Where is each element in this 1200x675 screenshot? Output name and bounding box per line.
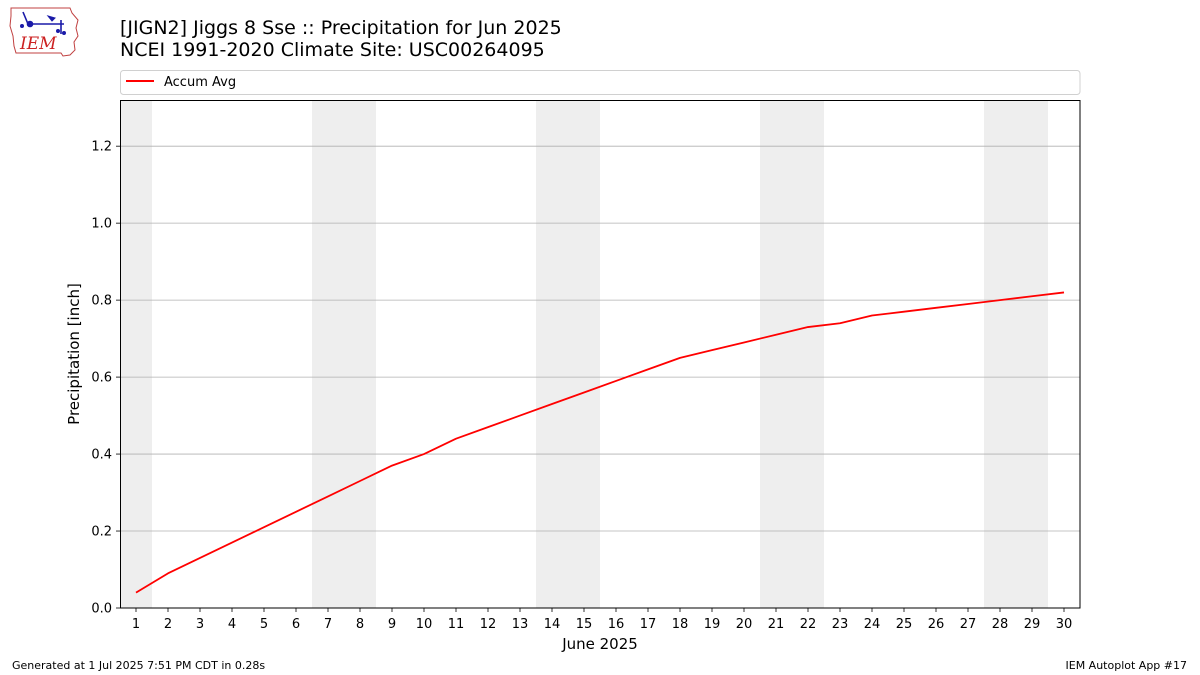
x-tick-label: 17 <box>640 617 657 632</box>
x-tick-label: 10 <box>416 617 433 632</box>
x-tick-label: 22 <box>800 617 817 632</box>
weekend-band <box>760 100 824 608</box>
x-tick-label: 29 <box>1024 617 1041 632</box>
weekend-band <box>984 100 1048 608</box>
logo-text: IEM <box>19 34 57 54</box>
x-axis: 1 2 3 4 5 6 7 8 9 10 11 12 13 14 15 16 17 18 19 20 21 22 23 24 2… <box>132 608 1072 632</box>
x-tick-label: 8 <box>356 617 364 632</box>
weekend-band <box>536 100 600 608</box>
x-tick-label: 20 <box>736 617 753 632</box>
generated-footnote: Generated at 1 Jul 2025 7:51 PM CDT in 0… <box>12 659 266 672</box>
weather-station-icon <box>20 11 66 35</box>
x-tick-label: 15 <box>576 617 593 632</box>
legend: Accum Avg <box>120 70 1081 95</box>
x-tick-label: 18 <box>672 617 689 632</box>
y-axis: 0.0 0.2 0.4 0.6 0.8 1.0 1.2 <box>91 140 120 617</box>
y-tick-label: 0.0 <box>91 602 112 617</box>
chart-title: [JIGN2] Jiggs 8 Sse :: Precipitation for… <box>120 17 562 39</box>
gridlines <box>120 145 1080 532</box>
y-tick-label: 1.0 <box>91 217 112 232</box>
x-tick-label: 2 <box>164 617 172 632</box>
y-tick-label: 0.4 <box>91 448 112 463</box>
x-tick-label: 24 <box>864 617 881 632</box>
x-tick-label: 27 <box>960 617 977 632</box>
legend-label: Accum Avg <box>164 75 236 90</box>
y-tick-label: 0.8 <box>91 294 112 309</box>
series-group <box>135 291 1065 594</box>
x-tick-label: 28 <box>992 617 1009 632</box>
x-tick-label: 1 <box>132 617 140 632</box>
x-tick-label: 4 <box>228 617 236 632</box>
x-tick-label: 21 <box>768 617 785 632</box>
x-tick-label: 16 <box>608 617 625 632</box>
x-tick-label: 26 <box>928 617 945 632</box>
x-tick-label: 3 <box>196 617 204 632</box>
chart-subtitle: NCEI 1991-2020 Climate Site: USC00264095 <box>120 39 545 61</box>
y-axis-label: Precipitation [inch] <box>65 283 83 425</box>
y-tick-label: 0.6 <box>91 371 112 386</box>
x-tick-label: 30 <box>1056 617 1073 632</box>
x-tick-label: 7 <box>324 617 332 632</box>
weekend-bands <box>120 100 1048 608</box>
y-tick-label: 0.2 <box>91 525 112 540</box>
x-tick-label: 25 <box>896 617 913 632</box>
x-tick-label: 12 <box>480 617 497 632</box>
x-tick-label: 23 <box>832 617 849 632</box>
legend-box <box>120 70 1081 95</box>
x-tick-label: 14 <box>544 617 561 632</box>
y-tick-label: 1.2 <box>91 140 112 155</box>
app-footnote: IEM Autoplot App #17 <box>1065 659 1188 672</box>
weekend-band <box>120 100 152 608</box>
x-tick-label: 5 <box>260 617 268 632</box>
x-tick-label: 11 <box>448 617 465 632</box>
series-line-accum-avg <box>135 291 1065 594</box>
plot-frame <box>120 100 1081 609</box>
x-axis-label: June 2025 <box>561 635 638 653</box>
x-tick-label: 19 <box>704 617 721 632</box>
x-tick-label: 13 <box>512 617 529 632</box>
x-tick-label: 9 <box>388 617 396 632</box>
x-tick-label: 6 <box>292 617 300 632</box>
weekend-band <box>312 100 376 608</box>
iem-logo: IEM <box>9 7 79 57</box>
